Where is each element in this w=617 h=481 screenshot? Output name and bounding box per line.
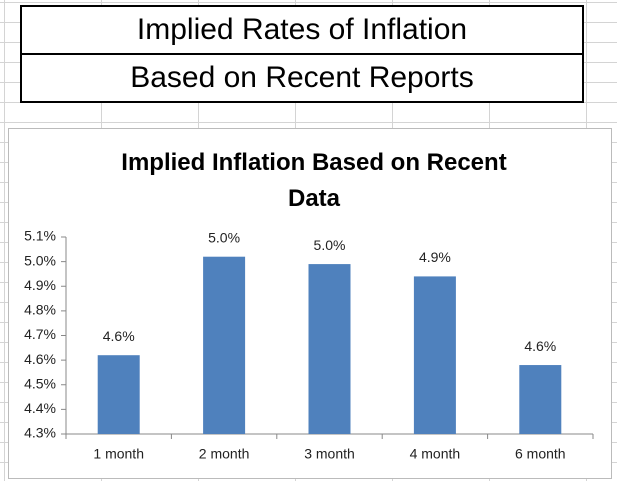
y-tick-label: 4.3% <box>24 425 56 441</box>
y-tick-label: 4.7% <box>24 326 56 342</box>
y-tick-label: 4.8% <box>24 302 56 318</box>
y-tick-label: 4.4% <box>24 400 56 416</box>
data-label: 4.6% <box>103 328 135 344</box>
bar <box>308 264 351 434</box>
data-label: 4.6% <box>524 338 556 354</box>
header-subtitle: Based on Recent Reports <box>22 53 582 101</box>
bar <box>203 256 246 434</box>
bar <box>97 355 140 434</box>
y-tick-label: 4.6% <box>24 351 56 367</box>
data-label: 4.9% <box>419 249 451 265</box>
chart: 4.3% 4.4% 4.5% 4.6% 4.7% 4.8% 4.9% 5.0% 5.1% 1 mo… <box>24 228 594 462</box>
y-tick-label: 5.0% <box>24 252 56 268</box>
data-label: 5.0% <box>314 237 346 253</box>
x-tick-label: 3 month <box>304 446 355 462</box>
header-box: Implied Rates of Inflation Based on Rece… <box>20 5 584 103</box>
bar <box>413 276 456 434</box>
x-tick-label: 6 month <box>515 446 566 462</box>
chart-area: 4.3% 4.4% 4.5% 4.6% 4.7% 4.8% 4.9% 5.0% 5.1% 1 mo… <box>8 128 612 479</box>
data-label: 5.0% <box>208 229 240 245</box>
y-tick-label: 5.1% <box>24 228 56 244</box>
bar <box>519 365 562 434</box>
chart-title: Implied Inflation Based on Recent Data <box>121 149 507 212</box>
x-tick-label: 1 month <box>93 446 144 462</box>
x-tick-label: 2 month <box>199 446 250 462</box>
x-tick-label: 4 month <box>410 446 461 462</box>
y-tick-label: 4.9% <box>24 277 56 293</box>
y-tick-label: 4.5% <box>24 375 56 391</box>
header-title: Implied Rates of Inflation <box>136 13 468 46</box>
